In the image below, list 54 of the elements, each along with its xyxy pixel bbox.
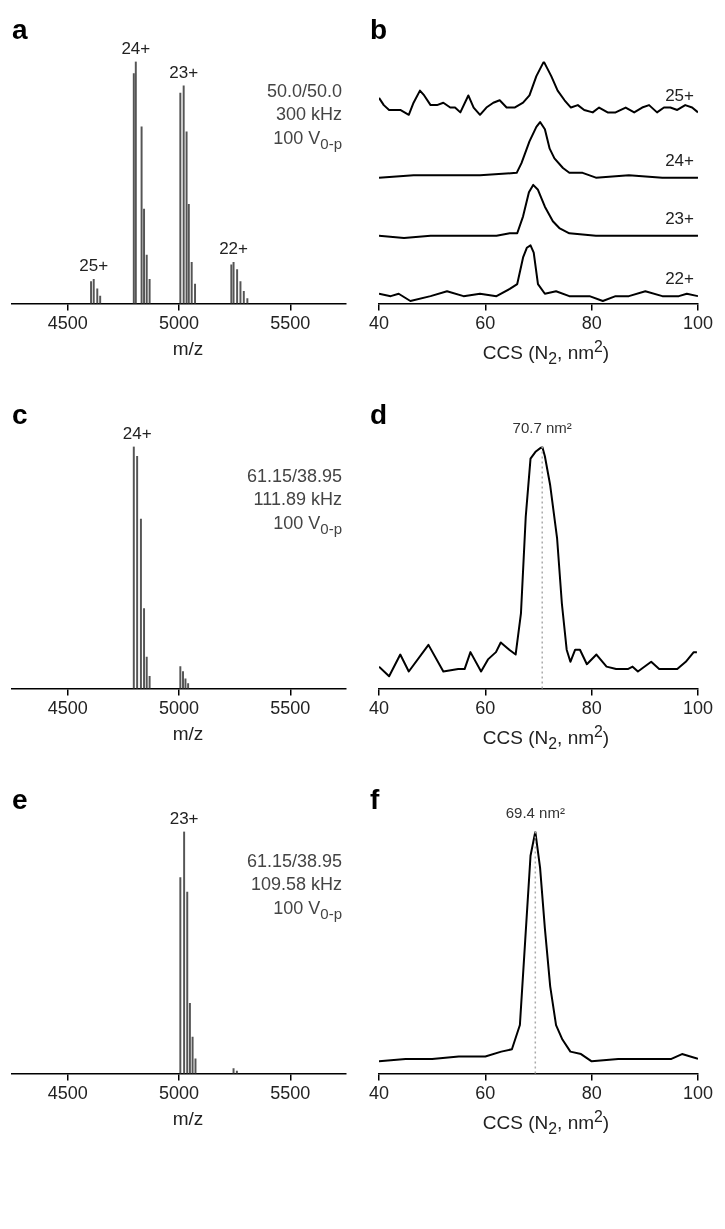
annotation: 24+ bbox=[121, 38, 151, 58]
x-tick-label: 40 bbox=[369, 698, 390, 719]
annotation: 300 kHz bbox=[274, 103, 342, 127]
x-tick-label: 40 bbox=[369, 1083, 390, 1104]
x-tick-label: 60 bbox=[475, 313, 496, 334]
x-tick-label: 80 bbox=[581, 1083, 602, 1104]
x-tick-label: 4500 bbox=[47, 698, 88, 719]
x-axis-title: CCS (N$_{2}$, nm$^{2}$) bbox=[481, 338, 611, 369]
x-tick-label: 40 bbox=[369, 313, 390, 334]
x-axis-title: CCS (N$_{2}$, nm$^{2}$) bbox=[481, 723, 611, 754]
series-label: 22+ bbox=[665, 269, 695, 289]
x-tick-label: 80 bbox=[581, 698, 602, 719]
x-axis-title: m/z bbox=[171, 723, 205, 745]
x-tick-label: 100 bbox=[682, 698, 714, 719]
annotation: 100 V$_{0-p}$ bbox=[272, 126, 342, 153]
x-tick-label: 100 bbox=[682, 1083, 714, 1104]
annotation: 24+ bbox=[122, 423, 152, 443]
x-tick-label: 5500 bbox=[270, 1083, 311, 1104]
x-tick-label: 5000 bbox=[158, 1083, 200, 1104]
chart-title: b bbox=[370, 13, 388, 45]
annotation: 22+ bbox=[219, 239, 249, 259]
annotation: 23+ bbox=[169, 808, 199, 828]
series-label: 25+ bbox=[665, 85, 695, 105]
annotation: 25+ bbox=[79, 256, 109, 276]
chart-title: c bbox=[12, 398, 28, 430]
annotation: 111.89 kHz bbox=[252, 488, 342, 512]
ref-line-label: 69.4 nm² bbox=[505, 804, 565, 822]
chart-title: d bbox=[370, 398, 388, 430]
annotation: 100 V$_{0-p}$ bbox=[272, 896, 342, 923]
x-tick-label: 4500 bbox=[47, 313, 88, 334]
x-tick-label: 4500 bbox=[47, 1083, 88, 1104]
annotation: 23+ bbox=[169, 62, 199, 82]
x-tick-label: 5500 bbox=[270, 698, 311, 719]
x-tick-label: 80 bbox=[581, 313, 602, 334]
chart-title: e bbox=[12, 783, 28, 815]
x-axis-title: m/z bbox=[171, 1108, 205, 1130]
x-axis-title: CCS (N$_{2}$, nm$^{2}$) bbox=[481, 1108, 611, 1139]
series-label: 23+ bbox=[665, 208, 695, 228]
x-tick-label: 5500 bbox=[270, 313, 311, 334]
x-tick-label: 100 bbox=[682, 313, 714, 334]
x-tick-label: 5000 bbox=[158, 698, 200, 719]
x-axis-title: m/z bbox=[171, 338, 205, 360]
chart-title: f bbox=[370, 783, 380, 815]
annotation: 100 V$_{0-p}$ bbox=[272, 511, 342, 538]
annotation: 109.58 kHz bbox=[249, 873, 342, 897]
annotation: 61.15/38.95 bbox=[246, 850, 342, 873]
x-tick-label: 60 bbox=[475, 698, 496, 719]
annotation: 50.0/50.0 bbox=[266, 80, 342, 103]
annotation: 61.15/38.95 bbox=[246, 465, 342, 488]
x-tick-label: 5000 bbox=[158, 313, 200, 334]
ref-line-label: 70.7 nm² bbox=[512, 419, 572, 437]
chart-title: a bbox=[12, 13, 28, 45]
x-tick-label: 60 bbox=[475, 1083, 496, 1104]
series-label: 24+ bbox=[665, 150, 695, 170]
